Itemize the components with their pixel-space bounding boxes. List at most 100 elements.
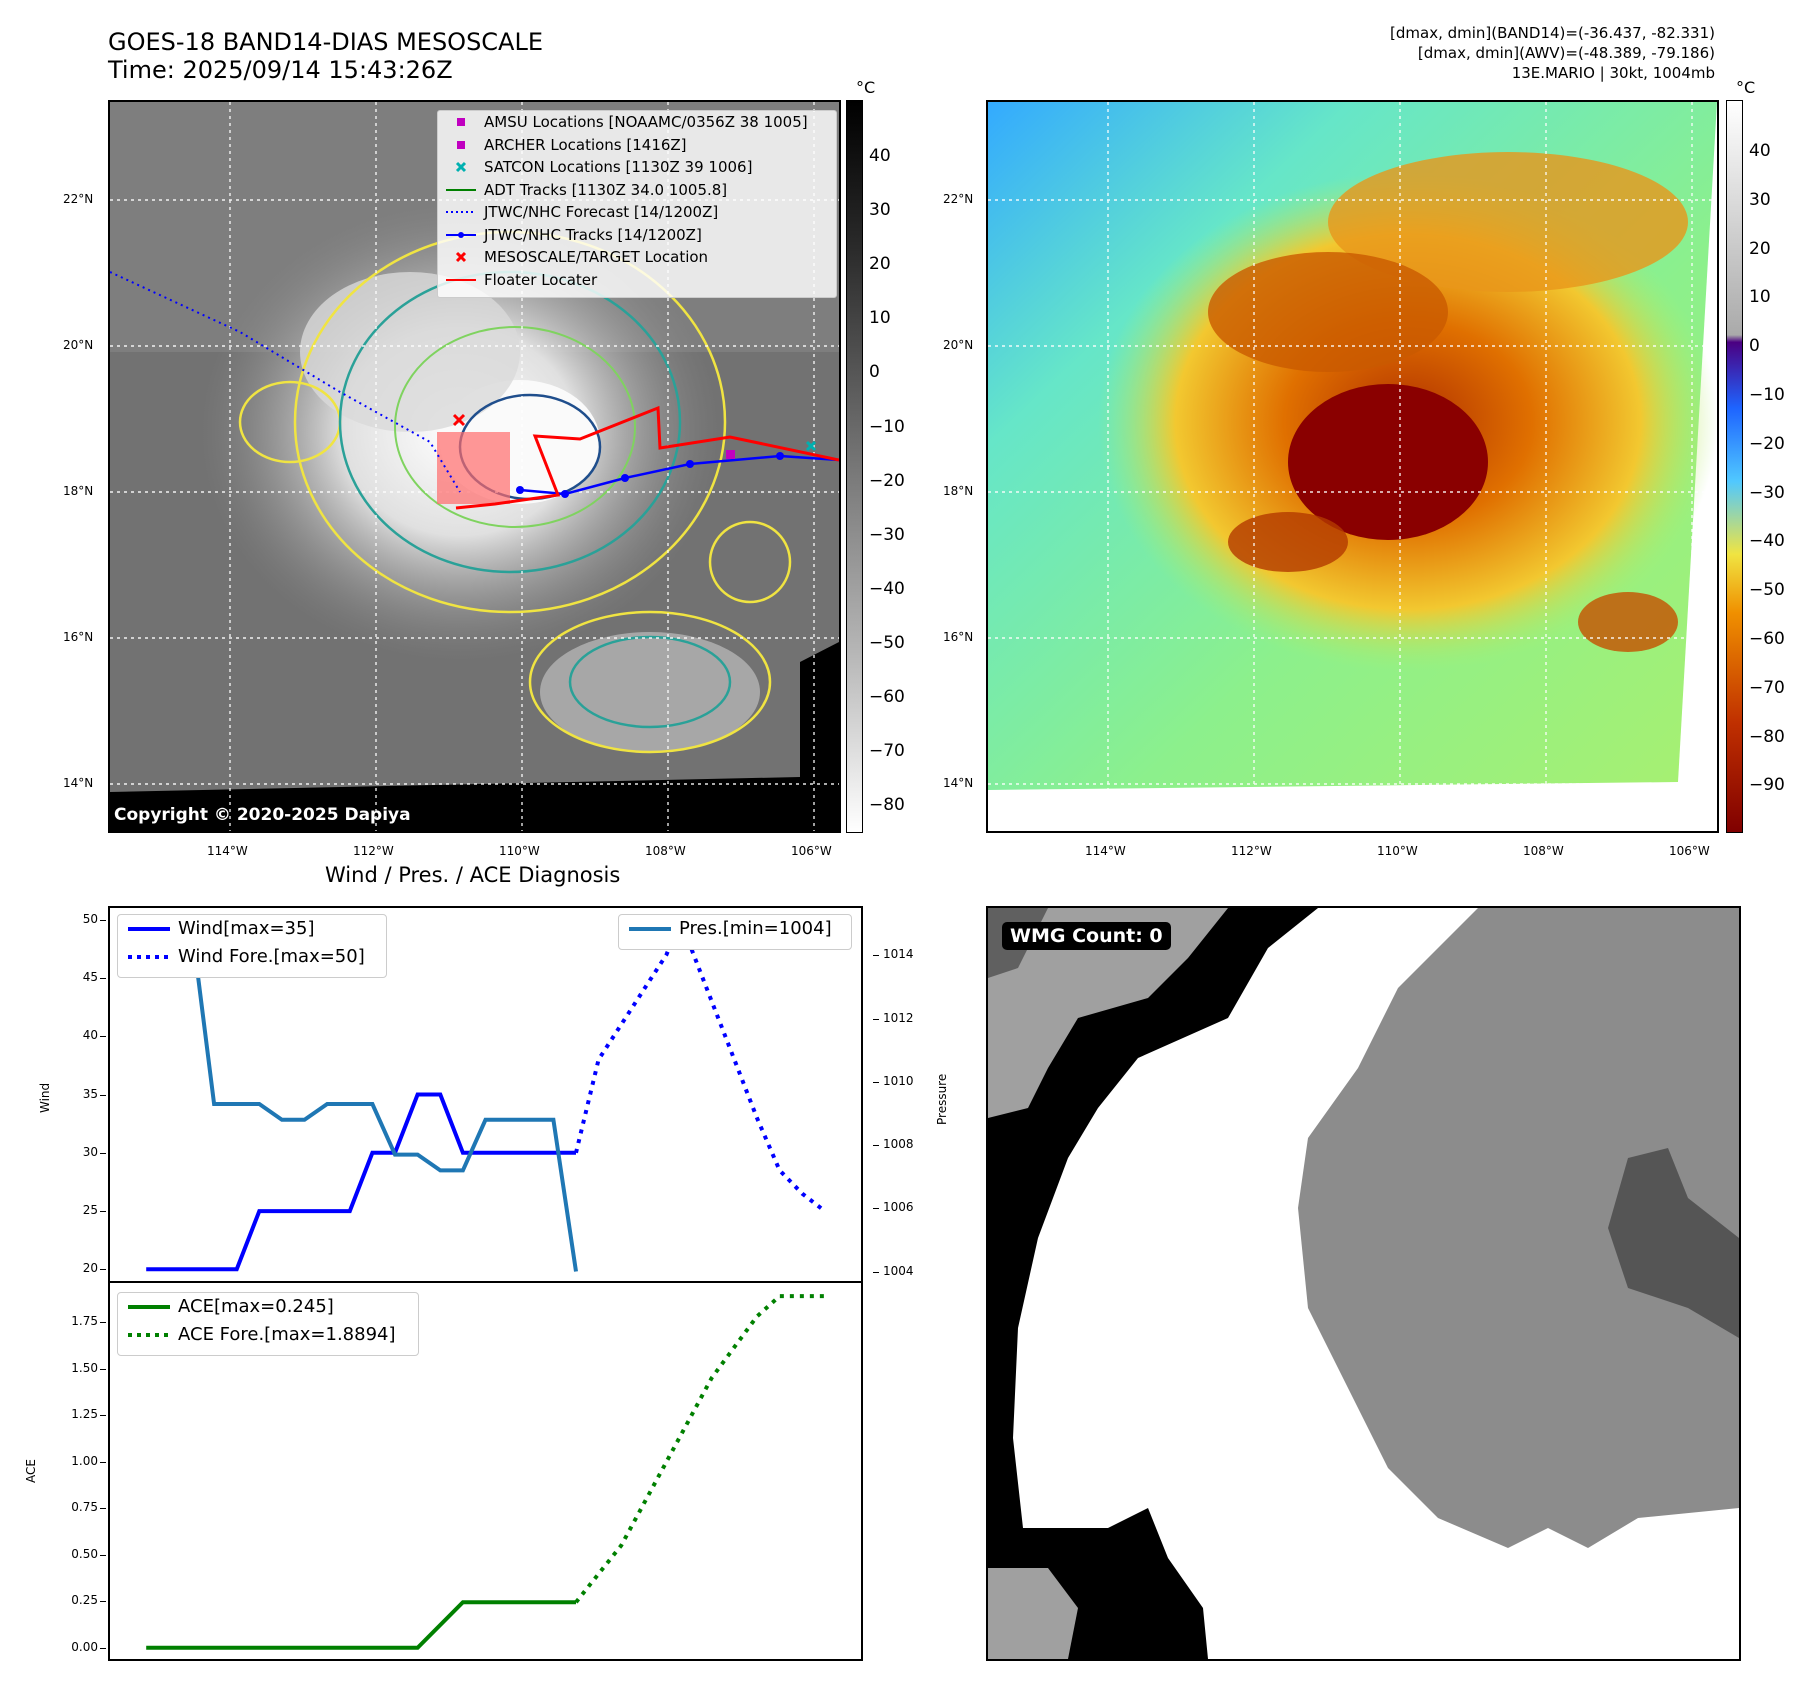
colorbar-tick-label: 30 xyxy=(869,200,891,221)
colorbar-tick-label: 0 xyxy=(1749,336,1760,357)
series-line-1 xyxy=(574,921,827,1213)
colorbar-tick-label: −90 xyxy=(1749,775,1785,796)
legend-item: Wind[max=35] xyxy=(118,915,386,943)
legend-symbol-icon xyxy=(457,118,465,126)
colorbar-grayscale xyxy=(846,100,863,833)
axis-tick-mark xyxy=(873,1145,879,1147)
axis-tick-mark xyxy=(100,1461,106,1463)
pressure-tick-label: 1014 xyxy=(883,947,914,962)
diagnosis-title: Wind / Pres. / ACE Diagnosis xyxy=(325,863,621,887)
axis-tick-mark xyxy=(873,1208,879,1210)
wind-tick-label: 20 xyxy=(82,1261,98,1276)
wind-legend: Wind[max=35] Wind Fore.[max=50] xyxy=(117,914,387,978)
colorbar-unit: °C xyxy=(856,78,876,97)
legend-symbol-icon xyxy=(455,251,467,263)
ace-tick-label: 1.25 xyxy=(71,1407,98,1422)
axis-tick-mark xyxy=(873,1018,879,1020)
wind-tick-label: 40 xyxy=(82,1028,98,1043)
colorbar-tick-label: 20 xyxy=(1749,238,1771,259)
colorbar-tick-label: −60 xyxy=(1749,629,1785,649)
info-storm: 13E.MARIO | 30kt, 1004mb xyxy=(1511,64,1715,82)
colorbar-unit: °C xyxy=(1736,78,1756,97)
legend-label: ACE Fore.[max=1.8894] xyxy=(178,1324,396,1345)
wind-tick-label: 25 xyxy=(82,1203,98,1218)
ace-chart xyxy=(108,1281,863,1661)
map-legend-label: Floater Locater xyxy=(484,270,598,289)
legend-symbol-icon xyxy=(446,188,476,191)
map-legend-item: JTWC/NHC Forecast [14/1200Z] xyxy=(438,201,836,224)
map-legend-item: JTWC/NHC Tracks [14/1200Z] xyxy=(438,224,836,247)
colorbar-color xyxy=(1726,100,1743,833)
ace-tick-label: 0.25 xyxy=(71,1593,98,1608)
legend-symbol-icon xyxy=(455,161,467,173)
ace-tick-label: 1.00 xyxy=(71,1453,98,1468)
legend-symbol-icon xyxy=(446,211,476,213)
wind-tick-label: 45 xyxy=(82,969,98,984)
axis-tick-mark xyxy=(100,1415,106,1417)
lat-label: 22°N xyxy=(943,192,974,206)
colorbar-tick-label: −60 xyxy=(869,687,905,707)
legend-symbol-icon xyxy=(457,140,465,149)
legend-symbol-icon xyxy=(446,231,476,238)
legend-symbol-icon xyxy=(446,278,476,281)
axis-tick-mark xyxy=(873,955,879,957)
colorbar-tick-label: −40 xyxy=(869,578,905,599)
colorbar-tick-label: 30 xyxy=(1749,189,1771,210)
lon-label: 112°W xyxy=(353,844,394,858)
ace-tick-label: 0.00 xyxy=(71,1639,98,1654)
lat-label: 20°N xyxy=(943,338,974,352)
ace-tick-label: 0.50 xyxy=(71,1546,98,1561)
map-legend-label: MESOSCALE/TARGET Location xyxy=(484,248,709,266)
pressure-axis-label: Pressure xyxy=(935,1073,949,1125)
map-legend-label: SATCON Locations [1130Z 39 1006] xyxy=(484,158,753,176)
axis-tick-mark xyxy=(100,1322,106,1324)
lon-label: 106°W xyxy=(1669,844,1710,858)
lat-label: 14°N xyxy=(943,776,974,790)
axis-tick-mark xyxy=(100,1647,106,1649)
pressure-tick-label: 1006 xyxy=(883,1200,914,1215)
colorbar-tick-label: −10 xyxy=(869,416,905,437)
colorbar-tick-label: 20 xyxy=(869,254,891,275)
ace-tick-label: 0.75 xyxy=(71,1500,98,1515)
colorbar-tick-label: 10 xyxy=(1749,287,1771,308)
colorbar-tick-label: −50 xyxy=(1749,580,1785,601)
copyright-text: Copyright © 2020-2025 Dapiya xyxy=(114,805,411,825)
map-legend-label: JTWC/NHC Forecast [14/1200Z] xyxy=(484,203,719,221)
wmg-graphics xyxy=(988,908,1739,1659)
lat-label: 20°N xyxy=(63,338,94,352)
map-legend-label: ADT Tracks [1130Z 34.0 1005.8] xyxy=(484,180,728,199)
colorbar-tick-label: 40 xyxy=(869,146,891,166)
ace-tick-label: 1.50 xyxy=(71,1360,98,1375)
lat-label: 22°N xyxy=(63,192,94,206)
pressure-tick-label: 1010 xyxy=(883,1073,914,1088)
chart-title: GOES-18 BAND14-DIAS MESOSCALE xyxy=(108,28,544,56)
lon-label: 108°W xyxy=(1523,844,1564,858)
axis-tick-mark xyxy=(100,1152,106,1154)
colorbar-tick-label: −30 xyxy=(1749,482,1785,503)
colorbar-tick-label: −10 xyxy=(1749,385,1785,405)
wind-tick-label: 30 xyxy=(82,1144,98,1159)
lon-label: 110°W xyxy=(499,844,540,858)
map-legend-item: Floater Locater xyxy=(438,269,836,292)
axis-tick-mark xyxy=(100,1601,106,1603)
series-line-1 xyxy=(574,1294,825,1604)
wmg-count-badge: WMG Count: 0 xyxy=(1002,922,1171,950)
colorbar-tick-label: 0 xyxy=(869,362,880,383)
lon-label: 106°W xyxy=(791,844,832,858)
axis-tick-mark xyxy=(100,919,106,921)
lat-label: 14°N xyxy=(63,776,94,790)
legend-item: Wind Fore.[max=50] xyxy=(118,943,386,971)
colorbar-tick-label: −20 xyxy=(869,470,905,491)
legend-label: Pres.[min=1004] xyxy=(679,918,832,939)
axis-tick-mark xyxy=(100,1036,106,1038)
legend-line-icon xyxy=(128,927,170,931)
colorbar-tick-label: −50 xyxy=(869,632,905,653)
wmg-panel: WMG Count: 0 xyxy=(986,906,1741,1661)
map-legend-label: AMSU Locations [NOAAMC/0356Z 38 1005] xyxy=(484,113,808,131)
legend-dotted-icon xyxy=(128,1333,170,1337)
wind-tick-label: 35 xyxy=(82,1086,98,1101)
axis-tick-mark xyxy=(100,1269,106,1271)
series-line-0 xyxy=(146,1092,576,1272)
legend-label: ACE[max=0.245] xyxy=(178,1296,334,1317)
lon-label: 114°W xyxy=(207,844,248,858)
